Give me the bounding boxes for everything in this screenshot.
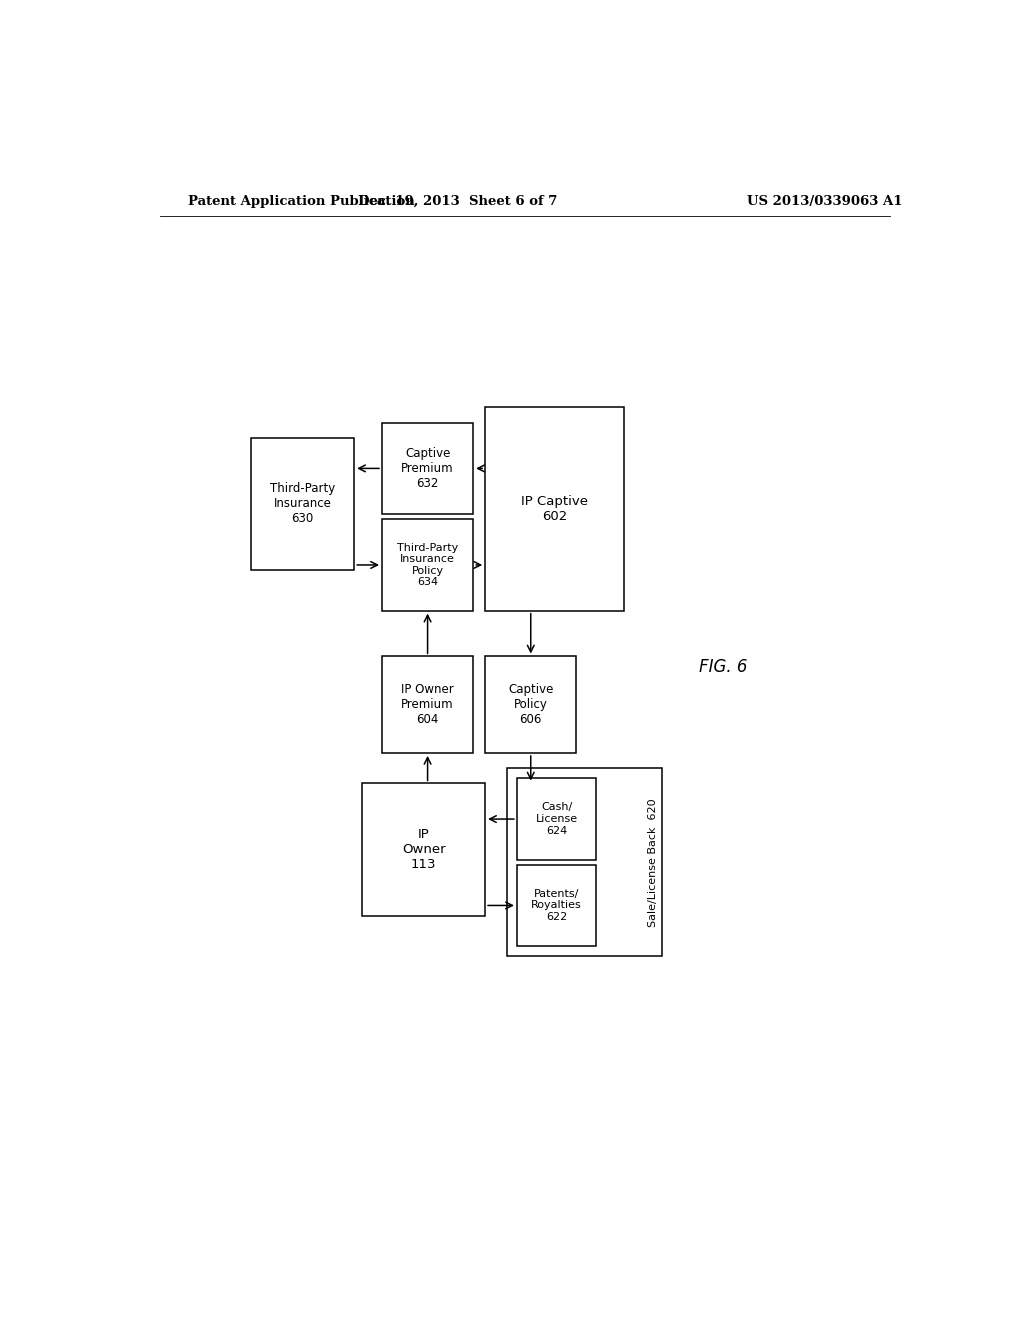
Text: Patent Application Publication: Patent Application Publication [187,194,415,207]
Bar [382,656,473,752]
Text: Third-Party
Insurance
630: Third-Party Insurance 630 [270,483,335,525]
Bar [382,422,473,515]
Text: IP
Owner
113: IP Owner 113 [401,828,445,871]
Text: FIG. 6: FIG. 6 [699,657,748,676]
Text: Patents/
Royalties
622: Patents/ Royalties 622 [531,888,582,923]
Bar [382,519,473,611]
Bar [485,408,624,611]
Bar [251,438,354,570]
Bar [485,656,577,752]
Text: Cash/
License
624: Cash/ License 624 [536,803,578,836]
Text: Sale/License Back  620: Sale/License Back 620 [647,799,657,927]
Bar [517,779,596,859]
Text: Dec. 19, 2013  Sheet 6 of 7: Dec. 19, 2013 Sheet 6 of 7 [357,194,557,207]
Bar [507,768,663,956]
Bar [517,865,596,946]
Text: Third-Party
Insurance
Policy
634: Third-Party Insurance Policy 634 [397,543,458,587]
Bar [362,784,485,916]
Text: IP Captive
602: IP Captive 602 [521,495,588,523]
Text: US 2013/0339063 A1: US 2013/0339063 A1 [748,194,902,207]
Text: Captive
Policy
606: Captive Policy 606 [508,684,553,726]
Text: Captive
Premium
632: Captive Premium 632 [401,447,454,490]
Text: IP Owner
Premium
604: IP Owner Premium 604 [401,684,454,726]
